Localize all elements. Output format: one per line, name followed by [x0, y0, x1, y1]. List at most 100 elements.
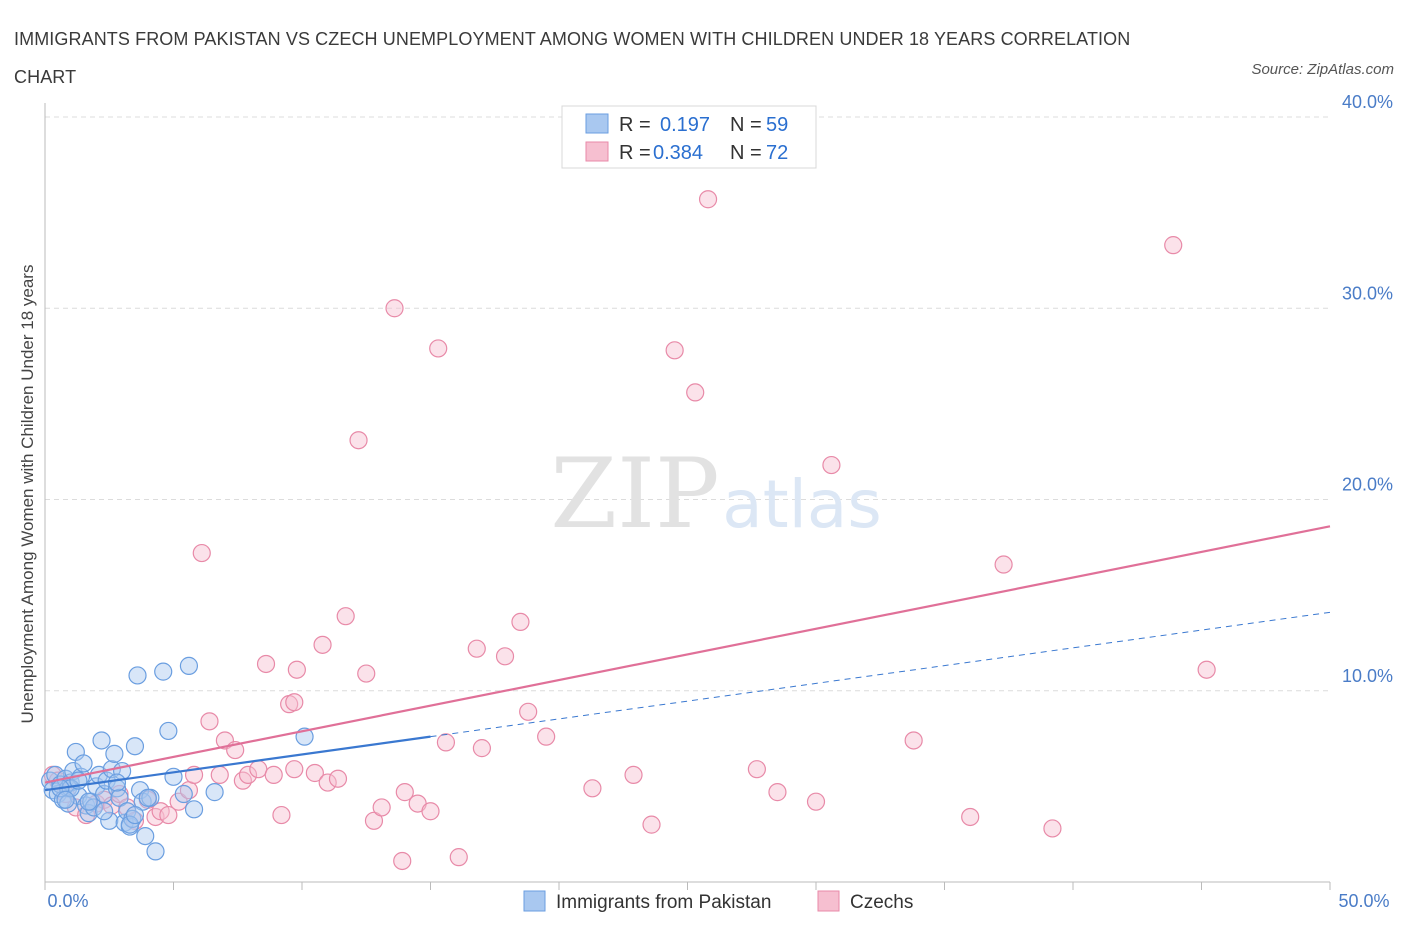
data-point — [256, 654, 276, 674]
y-axis-label: Unemployment Among Women with Children U… — [18, 265, 37, 724]
data-point — [686, 383, 705, 402]
data-point — [184, 800, 204, 819]
data-point — [449, 848, 468, 867]
data-point — [238, 765, 258, 785]
data-point — [56, 790, 75, 809]
data-point — [146, 842, 165, 861]
legend-r-label-1: R = — [619, 114, 651, 136]
y-tick-label: 20.0% — [1342, 475, 1393, 495]
pakistan-trend-line — [44, 735, 431, 792]
pakistan-points — [41, 656, 314, 861]
watermark: ZIP atlas — [550, 438, 881, 550]
trend-lines — [44, 525, 1331, 792]
data-point — [328, 769, 348, 788]
pakistan-trend-extension — [430, 611, 1331, 738]
x-tick-min: 0.0% — [47, 891, 88, 911]
data-point — [385, 299, 404, 318]
watermark-zip: ZIP — [550, 438, 719, 550]
data-point — [159, 721, 178, 741]
y-tick-label: 30.0% — [1342, 283, 1393, 303]
data-point — [138, 788, 157, 807]
data-point — [429, 339, 448, 358]
data-point — [74, 754, 93, 773]
data-point — [125, 805, 145, 825]
legend-swatch-pink — [585, 141, 609, 162]
data-point — [205, 783, 224, 802]
legend-r-value-2: 0.384 — [653, 142, 703, 164]
data-point — [994, 555, 1013, 574]
data-point — [1043, 819, 1062, 838]
y-tick-label: 10.0% — [1342, 666, 1393, 686]
data-point — [84, 798, 103, 817]
data-point — [77, 805, 96, 825]
data-point — [642, 815, 661, 834]
data-point — [583, 779, 602, 798]
data-point — [107, 773, 127, 792]
data-point — [511, 612, 530, 632]
data-point — [519, 702, 538, 721]
data-point — [179, 656, 199, 675]
data-point — [79, 792, 98, 811]
y-tick-label: 40.0% — [1342, 92, 1393, 112]
legend-n-value-1: 59 — [766, 114, 788, 136]
data-point — [287, 660, 306, 679]
data-point — [806, 792, 826, 811]
data-point — [1197, 660, 1216, 679]
bottom-legend: Immigrants from Pakistan Czechs — [523, 890, 913, 913]
data-point — [393, 851, 412, 871]
data-point — [349, 431, 368, 450]
legend-r-value-1: 0.197 — [660, 114, 710, 136]
chart-title: IMMIGRANTS FROM PAKISTAN VS CZECH UNEMPL… — [14, 29, 1131, 87]
data-point — [154, 662, 173, 681]
data-point — [305, 763, 324, 783]
legend-box: R = 0.197 N = 59 R = 0.384 N = 72 — [561, 105, 817, 169]
data-point — [537, 727, 556, 746]
data-point — [665, 341, 684, 360]
data-point — [313, 635, 332, 654]
data-point — [95, 802, 114, 821]
data-point — [768, 783, 787, 802]
data-point — [192, 543, 211, 563]
data-point — [210, 765, 229, 785]
data-point — [624, 765, 643, 785]
data-point — [285, 760, 304, 779]
data-point — [105, 744, 124, 763]
czechs-trend-line — [44, 525, 1331, 784]
data-point — [357, 664, 376, 683]
data-point — [336, 607, 355, 626]
data-point — [421, 802, 440, 821]
data-point — [372, 798, 391, 817]
data-point — [822, 455, 841, 475]
bottom-legend-swatch-pink — [817, 890, 840, 912]
data-point — [92, 731, 111, 750]
grid-lines — [45, 116, 1330, 692]
bottom-legend-czechs: Czechs — [850, 892, 913, 913]
data-point — [961, 807, 980, 827]
watermark-atlas: atlas — [722, 466, 882, 543]
data-point — [130, 781, 150, 800]
data-point — [136, 826, 155, 846]
data-point — [159, 805, 178, 825]
x-tick-max: 50.0% — [1338, 891, 1389, 911]
legend-n-label-2: N = — [730, 142, 762, 164]
legend-n-value-2: 72 — [766, 142, 788, 164]
tick-labels: 0.0% 50.0% 10.0% 20.0% 30.0% 40.0% — [47, 92, 1393, 911]
legend-swatch-blue — [585, 113, 609, 134]
legend-n-label-1: N = — [730, 114, 762, 136]
data-point — [200, 712, 219, 731]
data-point — [698, 190, 718, 209]
axes — [44, 103, 1331, 890]
data-point — [110, 788, 129, 807]
data-point — [1164, 236, 1183, 255]
data-point — [125, 737, 145, 756]
data-point — [249, 760, 268, 779]
bottom-legend-pakistan: Immigrants from Pakistan — [556, 892, 771, 913]
data-point — [264, 765, 283, 785]
data-point — [364, 811, 384, 830]
source-label: Source: ZipAtlas.com — [1251, 61, 1394, 78]
data-point — [285, 693, 304, 712]
data-point — [128, 666, 147, 685]
data-point — [495, 647, 515, 666]
data-point — [120, 815, 139, 834]
